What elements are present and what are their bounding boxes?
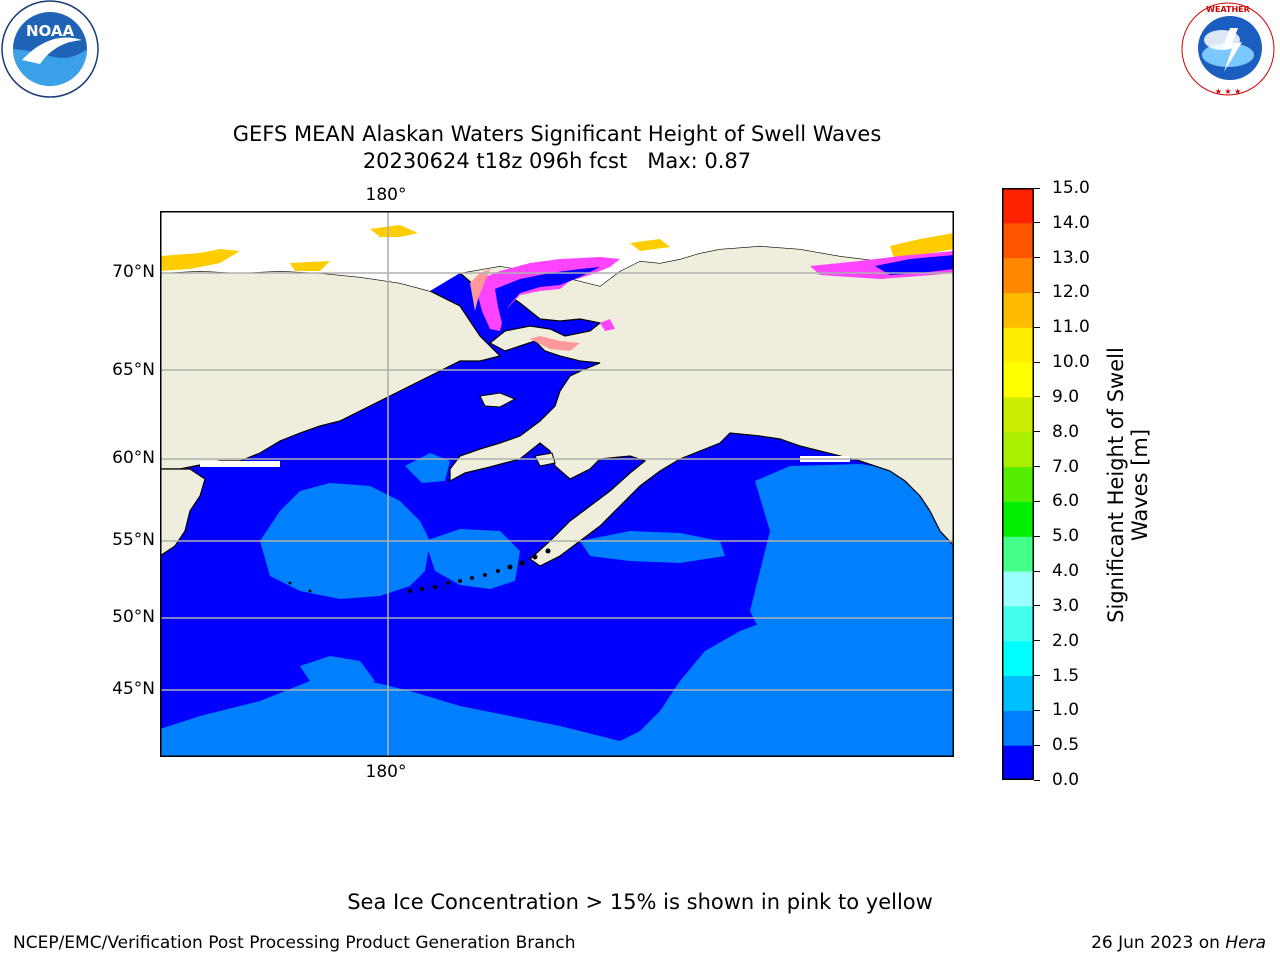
noaa-logo: NOAA (0, 0, 104, 100)
land-alaska (449, 245, 954, 567)
lat-label-55: 55°N (112, 530, 155, 550)
colorbar-tick-label: 0.5 (1052, 735, 1080, 756)
colorbar-tick-mark (1034, 361, 1040, 363)
colorbar-label: Significant Height of Swell Waves [m] (1104, 347, 1152, 623)
colorbar-tick-label: 9.0 (1052, 386, 1080, 407)
colorbar-svg (1002, 188, 1034, 781)
aleutian-islands (288, 548, 551, 593)
colorbar-segment (1002, 327, 1034, 363)
colorbar-tick-mark (1034, 291, 1040, 293)
lat-label-70: 70°N (112, 262, 155, 282)
colorbar-tick-mark (1034, 431, 1040, 433)
colorbar-tick-label: 11.0 (1052, 317, 1090, 338)
sea-ice-note: Sea Ice Concentration > 15% is shown in … (347, 890, 933, 914)
colorbar-tick-label: 3.0 (1052, 595, 1080, 616)
colorbar-segment (1002, 745, 1034, 781)
credit-branch: NCEP/EMC/Verification Post Processing Pr… (13, 933, 576, 953)
lon-label-top: 180° (365, 185, 407, 205)
colorbar-tick-label: 10.0 (1052, 352, 1090, 373)
colorbar-segment (1002, 710, 1034, 746)
colorbar-tick-mark (1034, 466, 1040, 468)
colorbar-tick-label: 1.5 (1052, 665, 1080, 686)
colorbar-tick-mark (1034, 257, 1040, 259)
colorbar-tick-label: 1.0 (1052, 700, 1080, 721)
chart-title: GEFS MEAN Alaskan Waters Significant Hei… (232, 122, 882, 146)
colorbar-tick-mark (1034, 535, 1040, 537)
lat-label-45: 45°N (112, 679, 155, 699)
colorbar-segment (1002, 188, 1034, 224)
colorbar-segment (1002, 466, 1034, 502)
colorbar-segment (1002, 257, 1034, 293)
svg-text:★ ★ ★: ★ ★ ★ (1215, 87, 1242, 96)
colorbar-tick-label: 15.0 (1052, 178, 1090, 198)
colorbar-tick-mark (1034, 326, 1040, 328)
colorbar-tick-mark (1034, 779, 1040, 781)
colorbar-tick-mark (1034, 500, 1040, 502)
colorbar-segment (1002, 431, 1034, 468)
map-svg (160, 211, 954, 757)
map-panel (160, 211, 954, 757)
colorbar-segment (1002, 501, 1034, 537)
colorbar-tick-mark (1034, 187, 1040, 189)
colorbar-tick-label: 0.0 (1052, 770, 1080, 790)
colorbar-tick-mark (1034, 744, 1040, 746)
land-kamchatka (160, 468, 206, 557)
ocean-swell-mid (160, 453, 954, 757)
colorbar-tick-mark (1034, 709, 1040, 711)
colorbar-segment (1002, 571, 1034, 607)
colorbar-tick-label: 5.0 (1052, 526, 1080, 547)
colorbar-segment (1002, 222, 1034, 259)
lon-label-bottom: 180° (365, 762, 407, 782)
colorbar-tick-label: 2.0 (1052, 630, 1080, 651)
nws-logo: WEATHER ★ ★ ★ (1178, 0, 1278, 98)
colorbar-segment (1002, 362, 1034, 398)
chart-subtitle: 20230624 t18z 096h fcst Max: 0.87 (362, 149, 752, 173)
colorbar-tick-label: 13.0 (1052, 247, 1090, 268)
svg-text:WEATHER: WEATHER (1206, 5, 1250, 14)
colorbar-tick-mark (1034, 570, 1040, 572)
lat-label-60: 60°N (112, 448, 155, 468)
colorbar-tick-label: 12.0 (1052, 282, 1090, 303)
colorbar-tick-label: 8.0 (1052, 421, 1080, 442)
colorbar-tick-mark (1034, 396, 1040, 398)
colorbar-segment (1002, 396, 1034, 433)
credit-date: 26 Jun 2023 on Hera (1091, 933, 1266, 953)
lat-label-50: 50°N (112, 607, 155, 627)
colorbar-segment (1002, 605, 1034, 642)
colorbar-tick-mark (1034, 675, 1040, 677)
colorbar-tick-mark (1034, 640, 1040, 642)
colorbar-tick-label: 7.0 (1052, 456, 1080, 477)
colorbar (1002, 188, 1034, 781)
credit-host: Hera (1225, 933, 1266, 953)
colorbar-segment (1002, 675, 1034, 711)
credit-date-text: 26 Jun 2023 on (1091, 933, 1226, 953)
colorbar-segment (1002, 536, 1034, 572)
colorbar-tick-label: 14.0 (1052, 212, 1090, 233)
colorbar-tick-mark (1034, 605, 1040, 607)
colorbar-segment (1002, 640, 1034, 677)
sea-ice (160, 225, 954, 351)
colorbar-tick-label: 6.0 (1052, 491, 1080, 512)
noaa-logo-text: NOAA (26, 22, 75, 40)
graticule (160, 211, 954, 757)
lat-label-65: 65°N (112, 360, 155, 380)
colorbar-tick-label: 4.0 (1052, 561, 1080, 582)
colorbar-tick-mark (1034, 222, 1040, 224)
colorbar-segment (1002, 292, 1034, 328)
